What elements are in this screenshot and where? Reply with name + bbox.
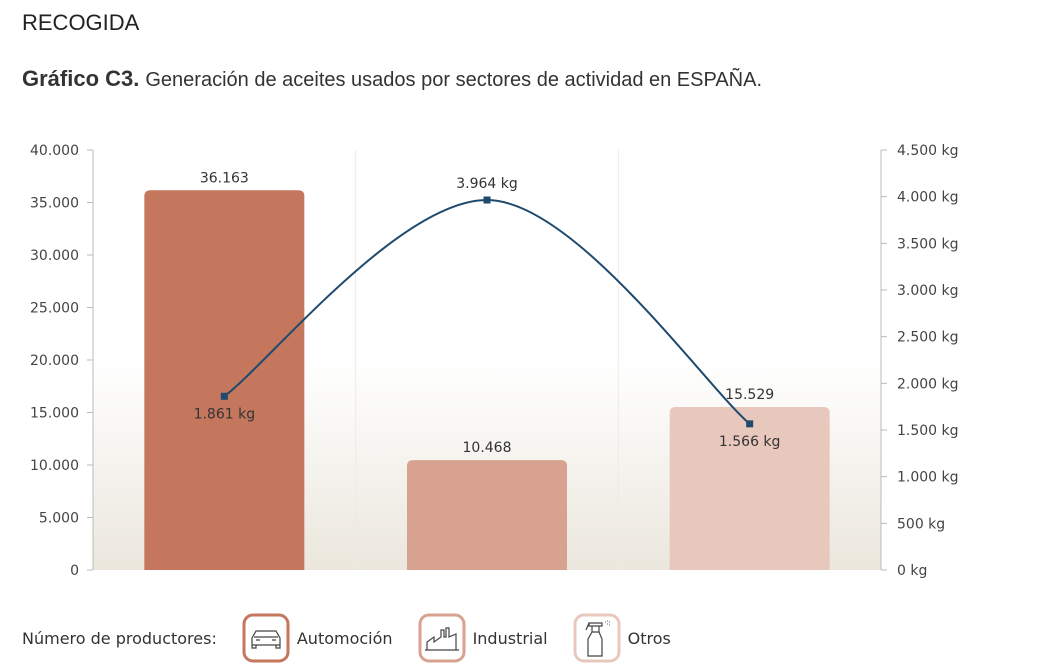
left-tick-label: 10.000 xyxy=(30,458,79,474)
bar-value-label: 36.163 xyxy=(200,170,249,186)
factory-icon xyxy=(418,613,466,663)
chart: 36.163 10.468 15.529 0 5.000 10.000 15.000 20.… xyxy=(30,143,959,579)
chart-title: Gráfico C3. Generación de aceites usados … xyxy=(22,66,762,92)
bar-value-label: 10.468 xyxy=(463,440,512,456)
line-point xyxy=(220,392,228,400)
left-tick-label: 25.000 xyxy=(30,301,79,317)
right-tick-label: 0 kg xyxy=(897,563,927,579)
line-value-label: 1.566 kg xyxy=(719,434,781,450)
legend-label: Otros xyxy=(627,628,671,648)
right-tick-label: 3.500 kg xyxy=(897,236,959,252)
left-tick-label: 20.000 xyxy=(30,353,79,369)
bar-otros xyxy=(669,406,830,570)
line-value-label: 1.861 kg xyxy=(194,406,256,422)
car-icon xyxy=(242,613,290,663)
legend-title: Número de productores: xyxy=(22,628,217,648)
left-tick-label: 5.000 xyxy=(39,511,79,527)
left-tick-label: 30.000 xyxy=(30,248,79,264)
right-tick-label: 500 kg xyxy=(897,516,945,532)
bar-industrial xyxy=(407,460,567,570)
legend-label: Industrial xyxy=(472,628,548,648)
chart-number: Gráfico C3. xyxy=(22,66,140,91)
left-tick-label: 40.000 xyxy=(30,143,79,159)
legend: Número de productores: Automoción Indust… xyxy=(22,612,671,664)
right-tick-label: 2.500 kg xyxy=(897,330,959,346)
bar-automoción xyxy=(144,190,305,570)
left-tick-label: 0 xyxy=(70,563,79,579)
right-tick-label: 3.000 kg xyxy=(897,283,959,299)
legend-item-automocion: Automoción xyxy=(241,612,393,664)
right-tick-label: 1.500 kg xyxy=(897,423,959,439)
chart-title-text: Generación de aceites usados por sectore… xyxy=(145,69,763,91)
line-point xyxy=(483,196,491,204)
line-value-label: 3.964 kg xyxy=(456,176,518,192)
right-tick-label: 4.500 kg xyxy=(897,143,959,159)
legend-label: Automoción xyxy=(296,628,393,648)
right-tick-label: 2.000 kg xyxy=(897,376,959,392)
spray-bottle-icon xyxy=(573,613,621,663)
line-point xyxy=(746,420,754,428)
legend-item-otros: Otros xyxy=(572,612,671,664)
left-tick-label: 35.000 xyxy=(30,196,79,212)
legend-item-industrial: Industrial xyxy=(417,612,548,664)
bar-value-label: 15.529 xyxy=(725,387,774,403)
right-tick-label: 1.000 kg xyxy=(897,470,959,486)
section-heading: RECOGIDA xyxy=(22,10,140,35)
left-tick-label: 15.000 xyxy=(30,406,79,422)
right-tick-label: 4.000 kg xyxy=(897,190,959,206)
